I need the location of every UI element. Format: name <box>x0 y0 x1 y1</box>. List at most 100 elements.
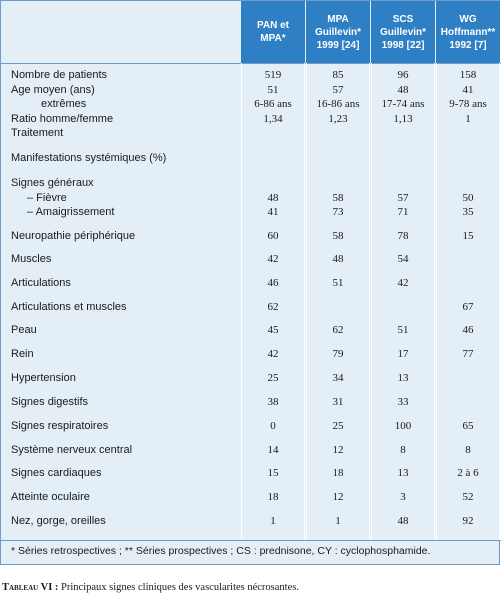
table-cell: 67 <box>462 301 474 313</box>
table-cell: 8 <box>465 444 471 456</box>
table-cell: 50 <box>462 192 474 204</box>
row-label: Articulations et muscles <box>11 301 127 313</box>
row-label: – Fièvre <box>27 192 67 204</box>
table-cell: 34 <box>332 372 344 384</box>
header-divider <box>1 63 501 64</box>
row-label: Age moyen (ans) <box>11 84 95 96</box>
row-label: Ratio homme/femme <box>11 113 114 125</box>
column-header-scs-guillevin: SCS Guillevin* 1998 [22] <box>371 1 435 63</box>
table-cell: 42 <box>267 253 279 265</box>
row-label: Peau <box>11 324 37 336</box>
table-row: – Fièvre 48 58 57 50 <box>1 192 501 205</box>
column-band <box>241 63 305 540</box>
table-row: Signes cardiaques 15 18 13 2 à 6 <box>1 467 501 480</box>
table-cell: 35 <box>462 206 474 218</box>
table-row: Système nerveux central 14 12 8 8 <box>1 444 501 457</box>
table-cell: 13 <box>397 372 409 384</box>
table-row: Hypertension 25 34 13 <box>1 372 501 385</box>
row-label: – Amaigrissement <box>27 206 115 218</box>
table-cell: 48 <box>332 253 344 265</box>
column-header-mpa-guillevin: MPA Guillevin* 1999 [24] <box>306 1 370 63</box>
row-label: Signes respiratoires <box>11 420 109 432</box>
row-label: Signes généraux <box>11 177 94 189</box>
table-row: Signes généraux <box>1 177 501 190</box>
table-cell: 18 <box>267 491 279 503</box>
table-cell: 1,23 <box>328 113 348 125</box>
table-cell: 9-78 ans <box>449 98 487 110</box>
table-cell: 48 <box>397 84 409 96</box>
table-cell: 71 <box>397 206 409 218</box>
table-row: – Amaigrissement 41 73 71 35 <box>1 206 501 219</box>
table-cell: 12 <box>332 444 344 456</box>
column-header-line: MPA <box>327 13 349 25</box>
column-header-line: Guillevin* <box>379 26 427 38</box>
table-cell: 51 <box>332 277 344 289</box>
table-cell: 31 <box>332 396 344 408</box>
table-cell: 2 à 6 <box>457 467 479 479</box>
table-cell: 13 <box>397 467 409 479</box>
table-cell: 18 <box>332 467 344 479</box>
table-cell: 65 <box>462 420 474 432</box>
table-panel: PAN et MPA* MPA Guillevin* 1999 [24] SCS… <box>0 0 501 565</box>
table-cell: 15 <box>267 467 279 479</box>
row-label: Nombre de patients <box>11 69 107 81</box>
table-cell: 1 <box>335 515 341 527</box>
table-cell: 92 <box>462 515 474 527</box>
table-cell: 54 <box>397 253 409 265</box>
table-row: Articulations et muscles 62 67 <box>1 301 501 314</box>
table-cell: 46 <box>462 324 474 336</box>
table-row: Traitement <box>1 127 501 140</box>
table-cell: 16-86 ans <box>316 98 360 110</box>
column-header-line: 1998 [22] <box>381 39 425 51</box>
table-row: Muscles 42 48 54 <box>1 253 501 266</box>
row-label: Système nerveux central <box>11 444 133 456</box>
column-header-line: WG <box>459 13 477 25</box>
table-cell: 1 <box>465 113 471 125</box>
table-cell: 51 <box>267 84 279 96</box>
column-header-wg-hoffmann: WG Hoffmann** 1992 [7] <box>436 1 500 63</box>
row-label: Nez, gorge, oreilles <box>11 515 106 527</box>
table-cell: 42 <box>267 348 279 360</box>
row-label: Rein <box>11 348 34 360</box>
table-cell: 158 <box>459 69 477 81</box>
table-cell: 73 <box>332 206 344 218</box>
column-band <box>436 63 500 540</box>
table-footnote: * Séries retrospectives ; ** Séries pros… <box>11 545 431 557</box>
table-row: Signes respiratoires 0 25 100 65 <box>1 420 501 433</box>
footer-divider <box>1 540 501 541</box>
table-row: Rein 42 79 17 77 <box>1 348 501 361</box>
column-header-line: MPA* <box>260 33 286 44</box>
table-cell: 14 <box>267 444 279 456</box>
column-band <box>306 63 370 540</box>
table-row: Articulations 46 51 42 <box>1 277 501 290</box>
table-cell: 3 <box>400 491 406 503</box>
table-cell: 15 <box>462 230 474 242</box>
table-header: PAN et MPA* MPA Guillevin* 1999 [24] SCS… <box>1 1 501 63</box>
row-label: Traitement <box>11 127 64 139</box>
table-cell: 519 <box>264 69 282 81</box>
column-header-pan-mpa: PAN et MPA* <box>241 1 305 63</box>
table-row: Nombre de patients 519 85 96 158 <box>1 69 501 82</box>
table-cell: 1,13 <box>393 113 413 125</box>
table-row: Atteinte oculaire 18 12 3 52 <box>1 491 501 504</box>
column-band <box>371 63 435 540</box>
table-cell: 17 <box>397 348 409 360</box>
table-row: Signes digestifs 38 31 33 <box>1 396 501 409</box>
row-label: extrêmes <box>41 98 87 110</box>
table-cell: 41 <box>267 206 279 218</box>
column-header-line: Hoffmann** <box>440 26 496 38</box>
table-cell: 42 <box>397 277 409 289</box>
table-cell: 1,34 <box>263 113 283 125</box>
table-cell: 8 <box>400 444 406 456</box>
table-cell: 38 <box>267 396 279 408</box>
table-cell: 46 <box>267 277 279 289</box>
table-cell: 0 <box>270 420 276 432</box>
table-cell: 25 <box>332 420 344 432</box>
row-label: Articulations <box>11 277 71 289</box>
table-row: Neuropathie périphérique 60 58 78 15 <box>1 230 501 243</box>
table-cell: 77 <box>462 348 474 360</box>
table-cell: 57 <box>397 192 409 204</box>
caption-label: Tableau VI : <box>2 582 59 593</box>
table-caption: Tableau VI : Principaux signes cliniques… <box>2 582 299 593</box>
row-label: Neuropathie périphérique <box>11 230 136 242</box>
